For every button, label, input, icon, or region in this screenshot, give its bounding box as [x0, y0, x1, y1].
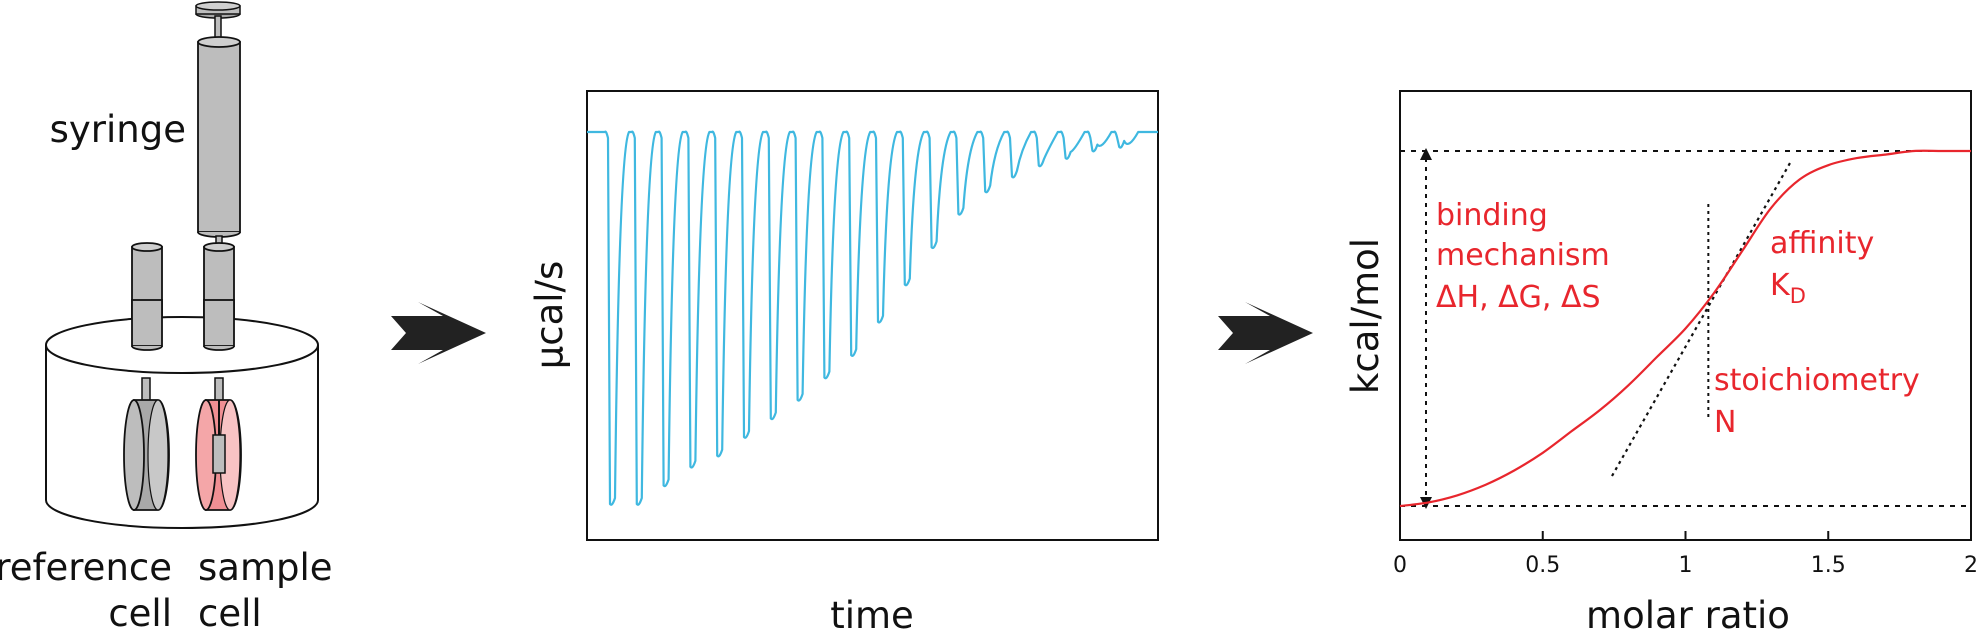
- sample-cell-label-line1: sample: [198, 546, 333, 589]
- syringe-barrel-top: [197, 36, 241, 48]
- reference-cell-stem: [141, 377, 151, 403]
- isotherm-ylabel: kcal/mol: [1344, 238, 1387, 394]
- thermogram-frame: [586, 90, 1159, 541]
- reference-cell-back: [147, 399, 169, 511]
- isotherm-frame: [1399, 90, 1972, 541]
- x-tick-label: 2: [1964, 553, 1977, 578]
- x-tick-label: 0: [1393, 553, 1407, 578]
- itc-instrument: syringe reference cell sample cell: [0, 1, 333, 633]
- reference-cell: [123, 399, 145, 511]
- syringe-needle-paddle: [212, 434, 226, 474]
- syringe-label: syringe: [50, 108, 186, 151]
- syringe-plunger-rod: [214, 15, 222, 39]
- thermogram-xlabel: time: [830, 594, 914, 633]
- instrument-jacket-lid: [45, 316, 319, 374]
- affinity-label-line2: KD: [1770, 268, 1806, 308]
- stoichiometry-label-line2: N: [1714, 405, 1736, 440]
- syringe-plunger-cap-top: [195, 1, 241, 11]
- reference-port-tube-base: [131, 345, 163, 351]
- x-tick-label: 1.5: [1811, 553, 1846, 578]
- binding-mechanism-label-line2: mechanism: [1436, 238, 1610, 273]
- reference-cell-label-line2: cell: [108, 592, 172, 633]
- thermogram-trace: [587, 130, 1158, 506]
- arrow-right-icon: [391, 302, 486, 364]
- sample-port-tube-top: [203, 242, 235, 252]
- reference-cell-label-line1: reference: [0, 546, 172, 589]
- sample-cell-stem: [214, 377, 224, 403]
- binding-mechanism-label-line3: ΔH, ΔG, ΔS: [1436, 280, 1601, 315]
- x-tick-label: 0.5: [1525, 553, 1560, 578]
- delta-h-arrow-head-top: [1420, 148, 1432, 160]
- isotherm-curve: [1399, 149, 1971, 508]
- isotherm-xlabel: molar ratio: [1586, 594, 1790, 633]
- isotherm-x-ticks: 0 0.5 1 1.5 2: [1393, 531, 1977, 578]
- affinity-k-symbol: K: [1770, 268, 1791, 303]
- reference-port-tube-lower: [131, 299, 163, 347]
- syringe-barrel: [197, 41, 241, 233]
- instrument-jacket-body: [45, 345, 319, 529]
- thermogram-ylabel: µcal/s: [528, 261, 571, 370]
- arrow-right-icon: [1218, 302, 1313, 364]
- affinity-label-line1: affinity: [1770, 226, 1874, 261]
- binding-mechanism-label-line1: binding: [1436, 198, 1548, 233]
- reference-port-tube-top: [131, 242, 163, 252]
- isotherm-panel: 0 0.5 1 1.5 2 binding mechanism ΔH, ΔG, ΔS a…: [1344, 90, 1977, 633]
- sample-cell-label-line2: cell: [198, 592, 262, 633]
- stoichiometry-label-line1: stoichiometry: [1714, 363, 1920, 398]
- sample-port-tube-base: [203, 345, 235, 351]
- x-tick-label: 1: [1679, 553, 1693, 578]
- thermogram-panel: µcal/s time: [528, 90, 1159, 633]
- affinity-k-subscript: D: [1790, 284, 1806, 308]
- sample-port-tube-lower: [203, 299, 235, 347]
